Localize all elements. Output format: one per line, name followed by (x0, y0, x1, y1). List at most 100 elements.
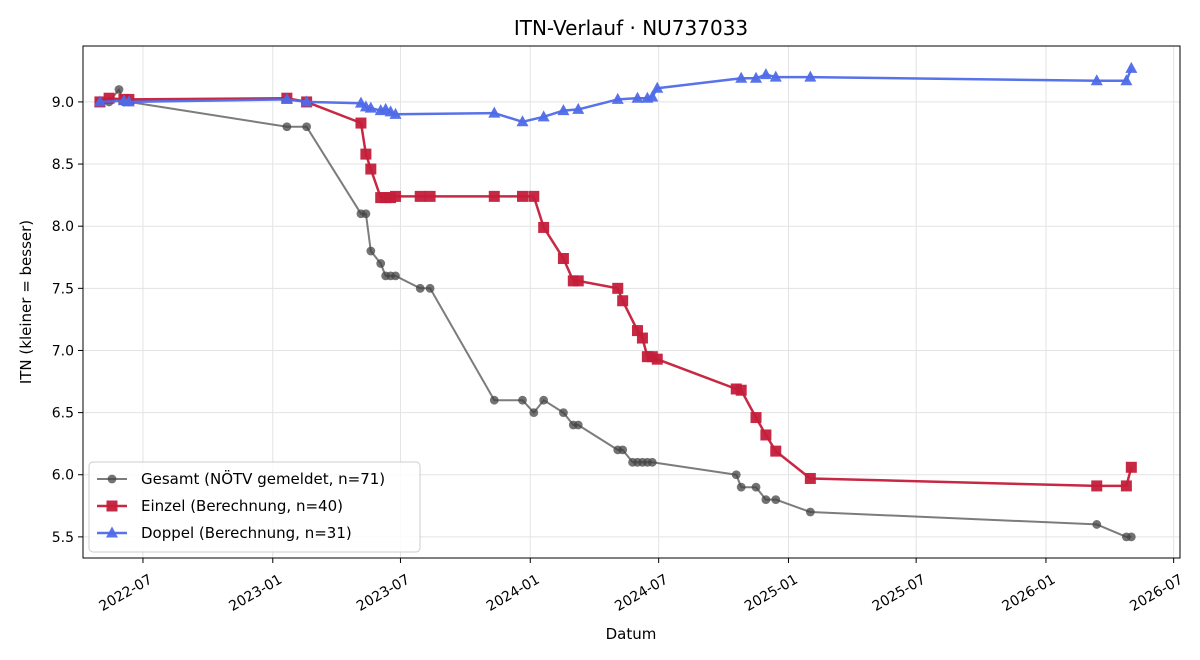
y-tick-label: 7.5 (52, 281, 74, 297)
y-tick-label: 8.0 (52, 219, 74, 235)
data-point-gesamt (529, 408, 539, 418)
data-point-doppel (1125, 61, 1138, 73)
data-point-doppel (572, 102, 585, 114)
data-point-einzel (424, 190, 436, 202)
data-point-einzel (390, 190, 402, 202)
data-point-einzel (750, 412, 762, 424)
y-tick-label: 6.5 (52, 406, 74, 422)
data-point-gesamt (771, 495, 781, 504)
data-point-doppel (1090, 74, 1103, 86)
x-tick-label: 2025-07 (870, 572, 929, 615)
data-point-einzel (1120, 480, 1132, 492)
data-point-doppel (611, 92, 624, 104)
data-point-einzel (760, 429, 772, 441)
legend: Gesamt (NÖTV gemeldet, n=71) Einzel (Bere… (88, 461, 421, 553)
y-tick-label: 9.0 (52, 95, 74, 111)
data-point-gesamt (761, 495, 771, 504)
data-point-gesamt (736, 482, 746, 492)
data-point-gesamt (647, 457, 657, 467)
data-point-doppel (804, 70, 817, 82)
data-point-einzel (651, 353, 663, 365)
data-point-gesamt (489, 395, 499, 405)
x-axis-label: Datum (606, 625, 657, 643)
data-point-einzel (1091, 480, 1103, 492)
legend-marker-doppel (106, 526, 118, 538)
data-point-gesamt (282, 122, 292, 132)
legend-label-einzel: Einzel (Berechnung, n=40) (141, 497, 343, 515)
data-point-gesamt (1126, 532, 1136, 542)
data-point-einzel (355, 117, 367, 129)
data-point-gesamt (751, 482, 761, 492)
data-point-einzel (360, 148, 372, 160)
series-einzel (94, 92, 1137, 492)
y-axis-label: ITN (kleiner = besser) (17, 220, 35, 384)
y-tick-label: 8.5 (52, 157, 74, 173)
data-point-einzel (538, 221, 550, 233)
data-point-einzel (488, 190, 500, 202)
series-line-doppel (99, 67, 1133, 124)
data-point-einzel (103, 92, 115, 104)
data-point-doppel (735, 71, 748, 83)
data-point-gesamt (518, 395, 527, 405)
series-layer (93, 61, 1138, 542)
data-point-einzel (735, 384, 747, 396)
x-tick-label: 2025-01 (742, 572, 801, 615)
data-point-doppel (364, 101, 377, 113)
data-point-gesamt (618, 445, 628, 455)
data-point-einzel (365, 163, 377, 175)
x-tick-label: 2026-07 (1127, 572, 1186, 615)
legend-box (88, 461, 421, 553)
data-point-einzel (557, 253, 569, 265)
data-point-doppel (93, 95, 106, 107)
data-point-gesamt (539, 395, 549, 405)
data-point-einzel (631, 325, 643, 337)
data-point-doppel (646, 90, 659, 102)
data-point-gesamt (573, 420, 583, 430)
data-point-gesamt (415, 283, 425, 293)
data-point-gesamt (731, 470, 741, 480)
data-point-gesamt (559, 408, 568, 418)
plot-frame (82, 45, 1181, 559)
data-point-gesamt (302, 122, 312, 132)
data-point-einzel (612, 282, 624, 294)
legend-label-gesamt: Gesamt (NÖTV gemeldet, n=71) (141, 469, 385, 488)
data-point-einzel (1125, 461, 1137, 473)
data-point-gesamt (805, 507, 815, 517)
data-point-doppel (122, 95, 135, 107)
data-point-doppel (557, 104, 570, 116)
x-tick-label: 2023-01 (226, 572, 285, 615)
data-point-doppel (631, 91, 644, 103)
data-point-einzel (770, 445, 782, 457)
data-point-doppel (488, 106, 501, 118)
data-point-doppel (651, 81, 664, 93)
data-point-einzel (572, 275, 584, 287)
data-point-gesamt (361, 209, 371, 219)
data-point-einzel (804, 472, 816, 484)
data-point-einzel (636, 332, 648, 344)
data-point-doppel (516, 115, 529, 127)
x-tick-label: 2024-07 (612, 572, 671, 615)
x-tick-label: 2022-07 (97, 572, 156, 615)
chart-title: ITN-Verlauf · NU737033 (514, 16, 748, 40)
data-point-gesamt (391, 271, 400, 281)
data-point-gesamt (1092, 520, 1102, 529)
data-point-einzel (528, 190, 540, 202)
series-doppel (93, 61, 1138, 127)
data-point-doppel (1120, 74, 1133, 86)
legend-marker-gesamt (107, 474, 117, 484)
data-point-doppel (389, 107, 402, 119)
data-point-gesamt (376, 259, 386, 268)
data-point-doppel (769, 70, 782, 82)
data-point-gesamt (366, 246, 376, 256)
legend-label-doppel: Doppel (Berechnung, n=31) (141, 524, 352, 542)
x-tick-label: 2023-07 (354, 572, 413, 615)
data-point-einzel (414, 190, 426, 202)
data-point-einzel (617, 295, 629, 307)
x-tick-label: 2026-01 (1000, 572, 1059, 615)
data-point-gesamt (425, 283, 435, 293)
data-point-doppel (300, 95, 313, 107)
data-point-einzel (517, 190, 529, 202)
data-point-doppel (750, 71, 763, 83)
data-point-doppel (537, 110, 550, 122)
